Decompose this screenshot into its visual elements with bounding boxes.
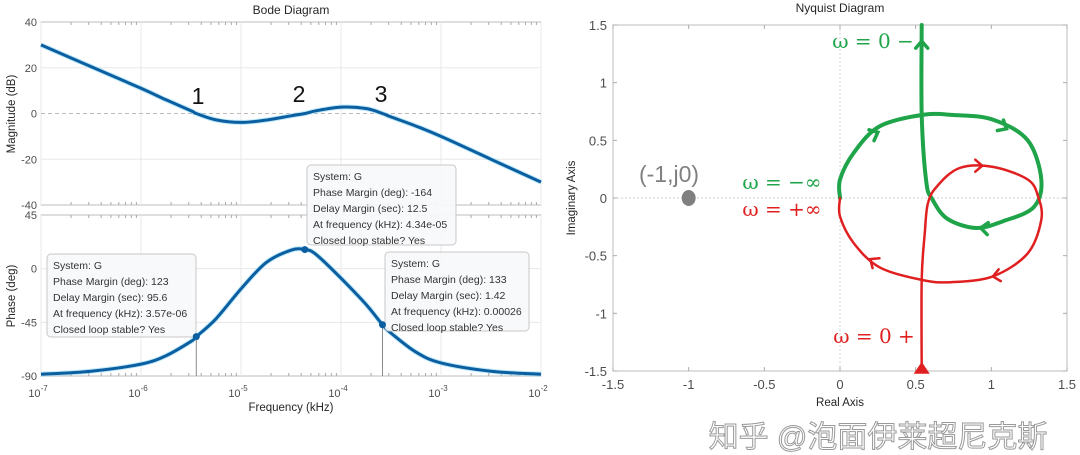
omega-zero-plus-label: ω = 0 + bbox=[833, 324, 915, 348]
x-tick-label: 1 bbox=[988, 377, 995, 392]
datatip-line: System: G bbox=[53, 260, 102, 272]
x-tick-label: 10-2 bbox=[528, 384, 548, 400]
x-tick-exponent: -6 bbox=[141, 384, 149, 393]
arrow-icon bbox=[990, 268, 1003, 283]
datatip-marker bbox=[379, 321, 386, 329]
omega-plus-infinity-label: ω = +∞ bbox=[742, 197, 821, 221]
x-tick-label: -0.5 bbox=[753, 377, 775, 392]
crossover-label-3: 3 bbox=[375, 81, 388, 107]
datatip-line: Closed loop stable? Yes bbox=[53, 324, 165, 336]
magnitude-axis-label: Magnitude (dB) bbox=[6, 75, 18, 154]
datatip-marker bbox=[192, 333, 200, 341]
x-tick-exponent: -3 bbox=[441, 384, 449, 393]
y-tick-label: -45 bbox=[21, 317, 37, 329]
y-tick-label: -0.5 bbox=[585, 249, 607, 264]
x-tick-exponent: -5 bbox=[241, 384, 249, 393]
arrow-icon bbox=[868, 256, 881, 270]
magnitude-plot: 40 20 0 -20 -40 bbox=[21, 17, 543, 212]
real-axis-label: Real Axis bbox=[816, 397, 864, 409]
datatip-box bbox=[306, 164, 457, 246]
datatip-box bbox=[46, 253, 197, 338]
x-tick-label: -1 bbox=[683, 377, 695, 392]
y-tick-label: 40 bbox=[25, 17, 37, 29]
arrow-head bbox=[978, 220, 990, 237]
phase-axis-label: Phase (deg) bbox=[6, 265, 18, 328]
datatips: System: G Phase Margin (deg): 123 Delay Ma… bbox=[46, 164, 530, 376]
arrow-head bbox=[913, 38, 930, 50]
y-tick-label: -1 bbox=[595, 306, 607, 321]
x-tick-label: 10-3 bbox=[428, 384, 448, 400]
datatip-line: System: G bbox=[313, 171, 362, 183]
datatip-line: At frequency (kHz): 0.00026 bbox=[391, 306, 522, 318]
y-tick-label: 0 bbox=[31, 264, 37, 276]
x-tick-exponent: -2 bbox=[541, 384, 549, 393]
y-tick-label: 0.5 bbox=[589, 133, 607, 148]
datatip-line: At frequency (kHz): 3.57e-06 bbox=[53, 308, 187, 320]
x-tick-label: 10-5 bbox=[228, 384, 248, 400]
y-tick-label: -20 bbox=[21, 154, 37, 166]
x-tick-label: 10-4 bbox=[328, 384, 348, 400]
bode-title: Bode Diagram bbox=[253, 3, 330, 17]
datatip-line: Phase Margin (deg): -164 bbox=[313, 187, 432, 199]
crossover-label-1: 1 bbox=[192, 83, 205, 109]
watermark: 知乎 @泡面伊莱超尼克斯 bbox=[709, 421, 1048, 454]
datatip-marker bbox=[301, 246, 309, 254]
datatip-box bbox=[384, 251, 530, 332]
datatip-line: Closed loop stable? Yes bbox=[313, 235, 425, 247]
critical-point-marker bbox=[681, 190, 696, 206]
y-tick-label: -1.5 bbox=[585, 364, 607, 379]
arrow-icon bbox=[978, 220, 990, 237]
crossover-label-2: 2 bbox=[293, 81, 306, 107]
arrow-icon bbox=[867, 128, 881, 143]
omega-zero-minus-label: ω = 0 − bbox=[832, 29, 914, 53]
x-tick-label: 10-6 bbox=[128, 384, 148, 400]
arrow-head bbox=[990, 268, 1003, 283]
arrow-icon bbox=[995, 118, 1009, 133]
datatip-line: System: G bbox=[391, 258, 440, 270]
y-tick-label: 1.5 bbox=[589, 18, 607, 33]
datatip: System: G Phase Margin (deg): 123 Delay Ma… bbox=[46, 253, 197, 338]
nyquist-title: Nyquist Diagram bbox=[796, 1, 885, 15]
datatip: System: G Phase Margin (deg): -164 Delay M… bbox=[306, 164, 457, 247]
arrow-head bbox=[868, 256, 881, 270]
y-tick-label: 0 bbox=[31, 109, 37, 121]
red-nyquist-curve bbox=[837, 164, 1044, 373]
arrow-icon bbox=[913, 38, 930, 50]
x-tick-label: 0 bbox=[836, 377, 843, 392]
datatip-line: Delay Margin (sec): 12.5 bbox=[313, 203, 428, 215]
datatip-line: At frequency (kHz): 4.34e-05 bbox=[313, 219, 447, 231]
y-tick-label: 45 bbox=[25, 210, 37, 222]
x-tick-label: 0.5 bbox=[907, 377, 925, 392]
omega-minus-infinity-label: ω = −∞ bbox=[742, 170, 821, 194]
arrow-icon bbox=[974, 158, 985, 173]
x-tick-label: -1.5 bbox=[602, 377, 624, 392]
x-tick-exponent: -7 bbox=[41, 384, 49, 393]
imaginary-axis-label: Imaginary Axis bbox=[566, 160, 578, 235]
nyquist-plot: -1.5 -1 -0.5 0 0.5 1 1.5 1.5 1 0.5 0 -0.5 -1 -1.5 bbox=[585, 18, 1076, 392]
x-tick-exponent: -4 bbox=[341, 384, 349, 393]
datatip-line: Closed loop stable? Yes bbox=[391, 322, 503, 334]
filled-arrow-icon bbox=[913, 361, 930, 374]
y-tick-label: 0 bbox=[600, 191, 607, 206]
magnitude-curve bbox=[40, 43, 542, 184]
x-tick-label: 1.5 bbox=[1058, 377, 1076, 392]
x-tick-label: 10-7 bbox=[28, 384, 48, 400]
datatip-line: Delay Margin (sec): 1.42 bbox=[391, 290, 506, 302]
arrow-head bbox=[995, 118, 1009, 133]
y-tick-label: 20 bbox=[25, 63, 37, 75]
phase-curve bbox=[40, 247, 542, 376]
datatip-line: Delay Margin (sec): 95.6 bbox=[53, 292, 168, 304]
datatip-line: Phase Margin (deg): 123 bbox=[53, 276, 169, 288]
datatip-line: Phase Margin (deg): 133 bbox=[391, 274, 507, 286]
critical-point-label: (-1,j0) bbox=[639, 161, 699, 187]
datatip: System: G Phase Margin (deg): 133 Delay Ma… bbox=[384, 251, 530, 334]
arrow-head bbox=[974, 158, 985, 173]
y-tick-label: -40 bbox=[21, 200, 37, 212]
arrow-head bbox=[867, 128, 881, 143]
y-tick-label: 1 bbox=[600, 76, 607, 91]
y-tick-label: -90 bbox=[21, 371, 37, 383]
frequency-axis-label: Frequency (kHz) bbox=[249, 402, 334, 414]
